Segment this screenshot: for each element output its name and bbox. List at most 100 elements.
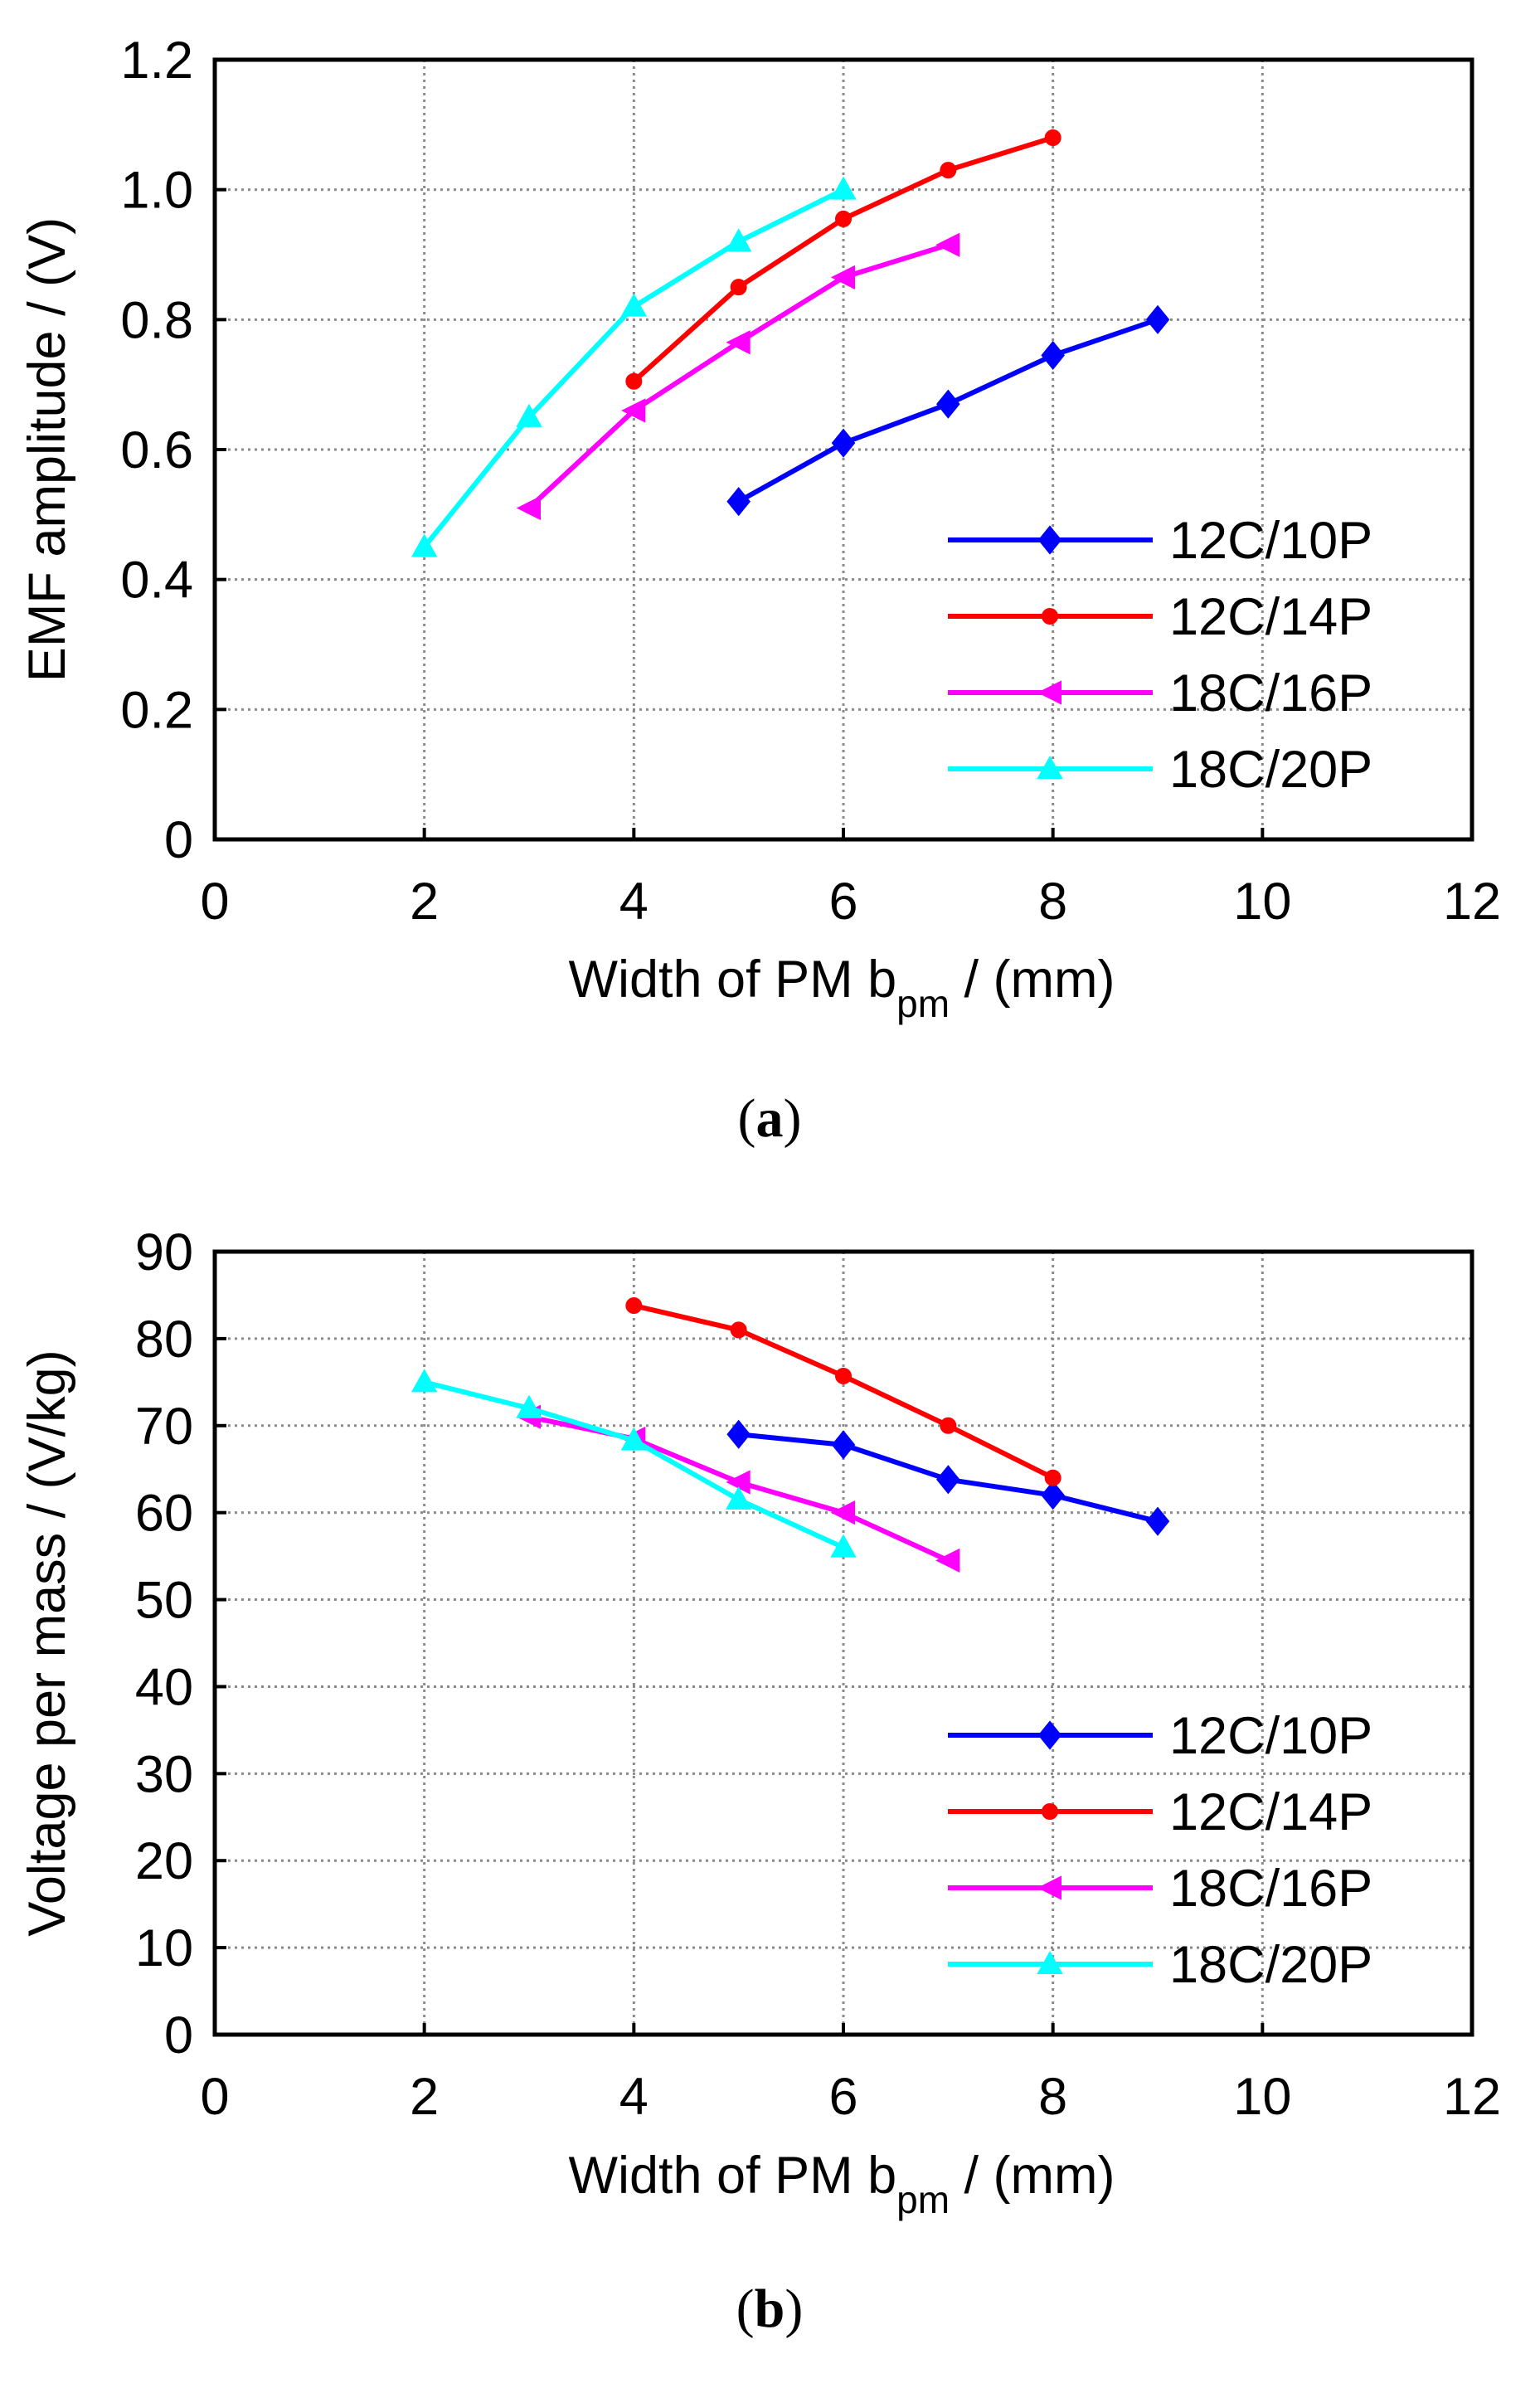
panel-a-xtick-label: 8 — [1038, 873, 1067, 931]
panel-a-x-axis-title-subscript: pm — [896, 982, 950, 1025]
panel-a-data-point-18c-20p — [620, 293, 648, 317]
panel-b-data-point-18c-20p — [516, 1394, 542, 1418]
panel-b-caption: (b) — [736, 2278, 804, 2339]
panel-b-data-point-12c-14p — [730, 1321, 747, 1339]
panel-b-chart: 0 10 20 30 40 50 60 70 80 90 0 2 4 6 8 1… — [18, 1223, 1501, 2339]
panel-a-data-point-18c-16p — [726, 330, 751, 355]
panel-a-legend-label: 12C/14P — [1169, 588, 1372, 646]
panel-a-caption: (a) — [738, 1088, 802, 1149]
panel-a-legend-marker-18c-20p — [1037, 755, 1063, 779]
panel-a-data-point-12c-10p — [726, 487, 751, 517]
panel-a-legend-marker-12c-10p — [1037, 525, 1062, 555]
panel-a-data-point-12c-10p — [1041, 340, 1065, 371]
panel-b-data-point-18c-20p — [830, 1534, 857, 1558]
panel-a-data-point-12c-10p — [831, 428, 856, 458]
panel-a-y-axis-title: EMF amplitude / (V) — [18, 217, 76, 682]
panel-b-legend-marker-18c-16p — [1037, 1875, 1061, 1900]
panel-a-xtick-label: 12 — [1443, 873, 1501, 931]
panel-b-series — [411, 1297, 1170, 1573]
panel-a-data-point-18c-20p — [830, 176, 857, 200]
panel-a-data-point-12c-14p — [940, 162, 957, 179]
panel-b-data-point-18c-16p — [935, 1548, 960, 1573]
panel-a-ytick-label: 1.2 — [120, 32, 193, 90]
panel-b-data-point-18c-20p — [411, 1369, 438, 1393]
panel-a-data-point-18c-16p — [830, 265, 855, 290]
panel-a-xtick-label: 0 — [200, 873, 229, 931]
panel-a-ytick-label: 1.0 — [120, 162, 193, 220]
panel-b-y-axis-title: Voltage per mass / (V/kg) — [18, 1350, 76, 1936]
panel-a-legend-label: 18C/16P — [1169, 664, 1372, 722]
panel-b-data-point-12c-10p — [831, 1430, 856, 1460]
panel-b-ytick-label: 0 — [164, 2006, 193, 2064]
panel-b-x-ticks: 0 2 4 6 8 10 12 — [200, 2068, 1501, 2126]
panel-a-ytick-label: 0.6 — [120, 421, 193, 479]
panel-b-data-point-12c-14p — [940, 1417, 957, 1434]
panel-a-chart: 0 0.2 0.4 0.6 0.8 1.0 1.2 0 2 4 6 8 10 1… — [18, 32, 1501, 1149]
panel-a-data-point-18c-16p — [621, 398, 646, 423]
panel-a-x-axis-title: Width of PM bpm / (mm) — [569, 951, 1115, 1025]
panel-b-legend-label: 12C/10P — [1169, 1707, 1372, 1765]
panel-b-legend: 12C/10P 12C/14P 18C/16P 18C/20P — [948, 1707, 1372, 1994]
panel-b-xtick-label: 8 — [1038, 2068, 1067, 2126]
panel-b-ytick-label: 30 — [135, 1745, 193, 1803]
panel-a-legend-label: 12C/10P — [1169, 512, 1372, 570]
panel-a-xtick-label: 4 — [619, 873, 649, 931]
panel-a-legend: 12C/10P 12C/14P 18C/16P 18C/20P — [948, 512, 1372, 799]
panel-b-data-point-12c-10p — [1145, 1506, 1170, 1536]
panel-b-xtick-label: 10 — [1233, 2068, 1291, 2126]
panel-b-xtick-label: 4 — [619, 2068, 649, 2126]
panel-b-data-point-12c-10p — [936, 1465, 960, 1495]
panel-a-data-point-12c-14p — [625, 372, 643, 390]
panel-b-x-axis-title-unit: / (mm) — [950, 2147, 1115, 2205]
panel-a-legend-marker-12c-14p — [1042, 608, 1058, 625]
panel-a-x-axis-title-main: Width of PM b — [569, 951, 897, 1009]
panel-b-legend-label: 12C/14P — [1169, 1783, 1372, 1841]
panel-a-data-point-12c-10p — [1145, 304, 1170, 334]
panel-a-ytick-label: 0.2 — [120, 681, 193, 739]
panel-b-data-point-12c-14p — [835, 1367, 852, 1384]
panel-a-xtick-label: 6 — [828, 873, 857, 931]
panel-b-caption-letter: b — [755, 2278, 785, 2339]
panel-b-x-axis-title-main: Width of PM b — [569, 2147, 897, 2205]
panel-b-data-point-18c-20p — [620, 1427, 648, 1451]
panel-a-data-point-18c-16p — [935, 232, 960, 257]
panel-b-legend-marker-12c-10p — [1037, 1720, 1062, 1750]
panel-a-xtick-label: 2 — [410, 873, 439, 931]
panel-a-xtick-label: 10 — [1233, 873, 1291, 931]
panel-b-legend-label: 18C/16P — [1169, 1860, 1372, 1918]
panel-b-xtick-label: 2 — [410, 2068, 439, 2126]
panel-a-data-point-18c-16p — [516, 495, 541, 521]
panel-a-data-point-18c-20p — [411, 533, 438, 557]
panel-b-ytick-label: 50 — [135, 1572, 193, 1630]
panel-b-legend-marker-12c-14p — [1042, 1803, 1058, 1820]
panel-a-series — [411, 129, 1170, 557]
panel-b-ytick-label: 10 — [135, 1919, 193, 1977]
panel-b-grid — [215, 1252, 1472, 2035]
panel-b-data-point-12c-14p — [1044, 1469, 1061, 1486]
panel-b-data-point-12c-14p — [625, 1297, 643, 1315]
panel-b-x-axis-title: Width of PM bpm / (mm) — [569, 2147, 1115, 2221]
panel-a-data-point-12c-10p — [936, 389, 960, 419]
panel-b-ytick-label: 80 — [135, 1311, 193, 1369]
panel-a-ytick-label: 0 — [164, 811, 193, 869]
panel-b-y-ticks: 0 10 20 30 40 50 60 70 80 90 — [135, 1223, 193, 2064]
panel-b-data-point-12c-10p — [726, 1419, 751, 1449]
panel-b-data-point-18c-16p — [830, 1500, 855, 1525]
panel-b-x-axis-title-subscript: pm — [896, 2178, 950, 2221]
panel-a-ytick-label: 0.4 — [120, 552, 193, 610]
panel-b-legend-label: 18C/20P — [1169, 1936, 1372, 1994]
panel-b-ytick-label: 40 — [135, 1658, 193, 1716]
panel-a-data-point-18c-20p — [725, 228, 752, 252]
panel-a-legend-label: 18C/20P — [1169, 741, 1372, 799]
panel-a-legend-marker-18c-16p — [1037, 680, 1061, 705]
panel-a-data-point-18c-20p — [516, 403, 542, 427]
panel-a-data-point-12c-14p — [835, 210, 852, 227]
panel-b-ytick-label: 20 — [135, 1832, 193, 1890]
panel-b-legend-marker-18c-20p — [1037, 1950, 1063, 1974]
panel-a-data-point-12c-14p — [1044, 129, 1061, 146]
panel-b-data-point-12c-10p — [1041, 1481, 1065, 1510]
panel-a-x-axis-title-unit: / (mm) — [950, 951, 1115, 1009]
panel-b-data-point-18c-20p — [725, 1486, 752, 1510]
panel-a-ytick-label: 0.8 — [120, 291, 193, 349]
